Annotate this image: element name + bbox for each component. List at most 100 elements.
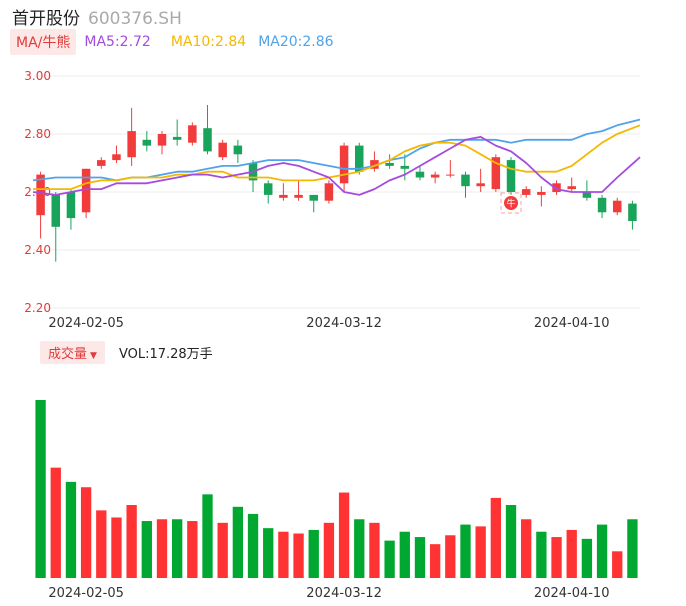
candle — [521, 186, 531, 198]
ma10-line — [33, 124, 641, 191]
candle — [81, 168, 91, 219]
candle-body — [461, 174, 470, 187]
stock-code: 600376.SH — [88, 9, 182, 29]
volume-bar — [247, 513, 259, 578]
candle-body — [203, 128, 212, 152]
candle-body — [294, 194, 303, 198]
candle-body — [36, 174, 45, 216]
candle-body — [51, 194, 61, 227]
volume-indicator-selector[interactable]: 成交量 ▼ — [40, 340, 105, 364]
candle — [51, 192, 61, 262]
candle-body — [97, 160, 106, 166]
x-tick-label: 2024-02-05 — [48, 586, 124, 601]
volume-bar — [263, 528, 274, 578]
volume-bar — [399, 531, 410, 578]
candle-body — [81, 168, 91, 213]
volume-bar — [536, 531, 547, 578]
stock-name: 首开股份 — [12, 9, 80, 29]
x-tick-label: 2024-02-05 — [48, 316, 124, 331]
ma5-value: MA5:2.72 — [84, 34, 151, 50]
x-tick-label: 2024-03-12 — [306, 316, 382, 331]
candle — [233, 139, 243, 163]
candle-body — [339, 145, 349, 184]
candle-body — [400, 165, 410, 169]
candle — [506, 157, 516, 195]
volume-legend: 成交量 ▼ VOL:17.28万手 — [40, 340, 213, 364]
candle-body — [188, 125, 197, 143]
candle — [97, 157, 106, 169]
volume-bar — [50, 467, 61, 578]
candle — [476, 168, 485, 192]
volume-bar — [566, 529, 577, 578]
volume-value: VOL:17.28万手 — [118, 346, 213, 362]
candle — [446, 160, 455, 178]
candle-body — [628, 203, 637, 221]
candle-body — [263, 183, 273, 195]
price-grid — [33, 75, 640, 309]
candle — [218, 139, 227, 161]
volume-bar — [323, 522, 335, 578]
candle-body — [552, 183, 561, 192]
badge-label: 牛 — [507, 198, 516, 210]
volume-bar — [414, 537, 426, 578]
candle — [112, 145, 121, 163]
volume-bar — [338, 492, 350, 578]
candle — [582, 180, 592, 201]
candle — [461, 171, 470, 198]
candle — [66, 189, 76, 230]
volume-bar — [202, 494, 213, 578]
candle-body — [218, 142, 227, 158]
candle-body — [430, 174, 440, 178]
candle-body — [385, 163, 394, 166]
candle — [339, 142, 349, 192]
volume-bar — [581, 538, 593, 578]
volume-bar — [293, 533, 304, 578]
volume-bar — [460, 524, 471, 578]
candle-body — [582, 192, 592, 198]
candle-body — [142, 139, 152, 146]
volume-bar — [612, 551, 623, 578]
volume-x-axis: 2024-02-05 2024-03-12 2024-04-10 — [48, 586, 609, 601]
ma20-value: MA20:2.86 — [258, 34, 334, 50]
candle — [567, 177, 576, 192]
volume-bar — [172, 519, 183, 578]
volume-bar — [521, 519, 532, 578]
candle-body — [476, 183, 485, 187]
candle — [385, 154, 394, 169]
candle — [400, 154, 410, 181]
candle-body — [537, 192, 546, 195]
volume-bar — [65, 481, 77, 578]
volume-bar — [141, 521, 152, 578]
candle — [127, 107, 136, 166]
candle — [36, 171, 45, 239]
candle-body — [446, 174, 455, 176]
ma-legend: MA/牛熊 MA5:2.72 MA10:2.84 MA20:2.86 — [10, 29, 334, 55]
volume-bar — [217, 522, 228, 578]
x-tick-label: 2024-04-10 — [534, 316, 610, 331]
y-tick-label: 2.20 — [24, 301, 51, 315]
volume-bar — [232, 506, 244, 578]
candlestick-series — [36, 105, 637, 262]
volume-bar — [111, 517, 122, 578]
bull-badge[interactable]: 牛 — [500, 192, 522, 214]
volume-bar — [596, 524, 608, 578]
volume-bar — [308, 529, 319, 578]
candle — [188, 122, 197, 146]
ma-indicator-selector[interactable]: MA/牛熊 — [10, 29, 77, 55]
badge-frame — [500, 192, 522, 214]
ma10-value: MA10:2.84 — [170, 34, 247, 50]
badge-circle — [504, 196, 519, 210]
candle — [552, 180, 561, 195]
candle-body — [415, 171, 425, 178]
candle-body — [66, 192, 76, 219]
candle — [415, 165, 425, 181]
volume-tag-label: 成交量 — [48, 346, 88, 362]
volume-bar — [505, 505, 517, 578]
candle-body — [521, 189, 531, 195]
volume-bar — [445, 535, 456, 578]
candle-body — [612, 200, 622, 213]
candle — [430, 171, 440, 184]
volume-bar — [475, 526, 486, 578]
volume-bar — [187, 521, 198, 578]
